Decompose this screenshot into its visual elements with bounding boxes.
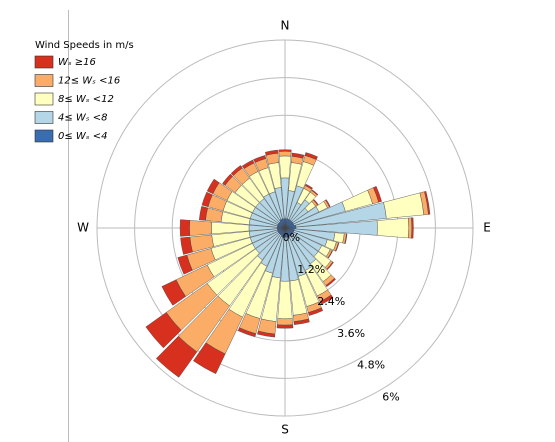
wind-segment bbox=[257, 330, 276, 338]
wind-segment bbox=[161, 279, 186, 306]
legend-label: 0≤ Wₛ <4 bbox=[58, 131, 107, 142]
wind-segment bbox=[193, 342, 226, 375]
wind-segment bbox=[308, 307, 324, 316]
legend-title: Wind Speeds in m/s bbox=[35, 40, 134, 51]
direction-label: S bbox=[281, 423, 289, 437]
wind-segment bbox=[265, 149, 279, 156]
labels: 0% 1.2% 2.4% 3.6% 4.8% 6% N E S W bbox=[77, 19, 491, 437]
wind-segment bbox=[177, 254, 193, 275]
legend-swatch bbox=[34, 111, 54, 124]
legend-swatch bbox=[34, 129, 54, 143]
wind-segment bbox=[325, 199, 331, 208]
wind-segment bbox=[276, 318, 294, 326]
bars bbox=[145, 149, 431, 378]
r-tick-label: 0% bbox=[283, 231, 300, 244]
wind-segment bbox=[206, 178, 220, 194]
wind-segment bbox=[313, 199, 319, 206]
wind-segment bbox=[145, 312, 182, 349]
wind-segment bbox=[278, 151, 292, 157]
r-tick-label: 1.2% bbox=[297, 263, 325, 276]
legend-swatch bbox=[34, 74, 54, 87]
r-tick-label: 3.6% bbox=[337, 327, 365, 340]
wind-segment bbox=[277, 280, 293, 320]
wind-segment bbox=[327, 250, 334, 259]
wind-segment bbox=[230, 165, 243, 176]
legend-label: Wₛ ≥16 bbox=[58, 57, 96, 68]
wind-segment bbox=[201, 191, 213, 208]
r-tick-label: 4.8% bbox=[357, 359, 385, 372]
wind-segment bbox=[344, 233, 348, 244]
wind-segment bbox=[279, 155, 291, 179]
wind-segment bbox=[242, 159, 255, 169]
wind-segment bbox=[411, 217, 414, 239]
legend-label: 4≤ Wₛ <8 bbox=[58, 113, 107, 124]
wind-segment bbox=[276, 324, 294, 329]
wind-segment bbox=[253, 155, 267, 163]
wind-segment bbox=[326, 261, 334, 271]
wind-segment bbox=[222, 173, 233, 186]
wind-segment bbox=[333, 232, 345, 244]
legend-swatch bbox=[34, 92, 54, 106]
wind-segment bbox=[311, 189, 319, 196]
wind-segment bbox=[376, 217, 409, 239]
wind-segment bbox=[424, 191, 431, 215]
wind-segment bbox=[335, 242, 340, 252]
wind-segment bbox=[291, 152, 305, 159]
wind-segment bbox=[179, 219, 190, 237]
wind-segment bbox=[325, 277, 336, 288]
r-tick-label: 2.4% bbox=[317, 295, 345, 308]
r-tick-label: 6% bbox=[382, 391, 399, 404]
legend: Wind Speeds in m/s 0≤ Wₛ <4 4≤ Wₛ <8 8≤ Wₛ… bbox=[34, 40, 134, 143]
wind-segment bbox=[304, 152, 318, 160]
wind-segment bbox=[156, 335, 198, 378]
wind-segment bbox=[189, 220, 212, 236]
direction-label: W bbox=[77, 221, 89, 235]
direction-label: N bbox=[281, 19, 290, 33]
wind-segment bbox=[293, 318, 310, 325]
wind-segment bbox=[304, 183, 313, 190]
legend-label: 12≤ Wₛ <16 bbox=[58, 76, 120, 87]
wind-segment bbox=[237, 327, 257, 337]
wind-segment bbox=[319, 294, 334, 305]
wind-segment bbox=[198, 206, 208, 221]
legend-swatch bbox=[34, 55, 54, 69]
direction-label: E bbox=[483, 221, 491, 235]
wind-segment bbox=[278, 149, 292, 152]
wind-segment bbox=[408, 217, 413, 239]
wind-segment bbox=[373, 185, 382, 203]
legend-label: 8≤ Wₛ <12 bbox=[58, 94, 114, 105]
wind-segment bbox=[383, 192, 425, 219]
wind-segment bbox=[180, 236, 193, 255]
